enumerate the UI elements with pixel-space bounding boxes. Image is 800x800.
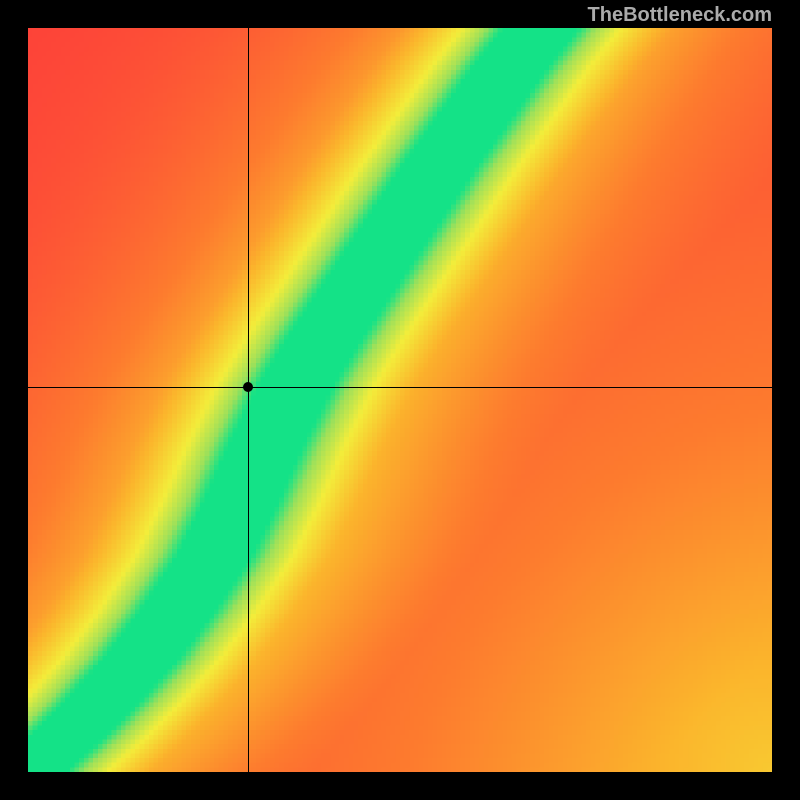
watermark-text: TheBottleneck.com: [588, 4, 772, 27]
crosshair-vertical: [248, 28, 249, 772]
crosshair-horizontal: [28, 387, 772, 388]
marker-dot: [243, 382, 253, 392]
heatmap-plot: [28, 28, 772, 772]
heatmap-canvas: [28, 28, 772, 772]
